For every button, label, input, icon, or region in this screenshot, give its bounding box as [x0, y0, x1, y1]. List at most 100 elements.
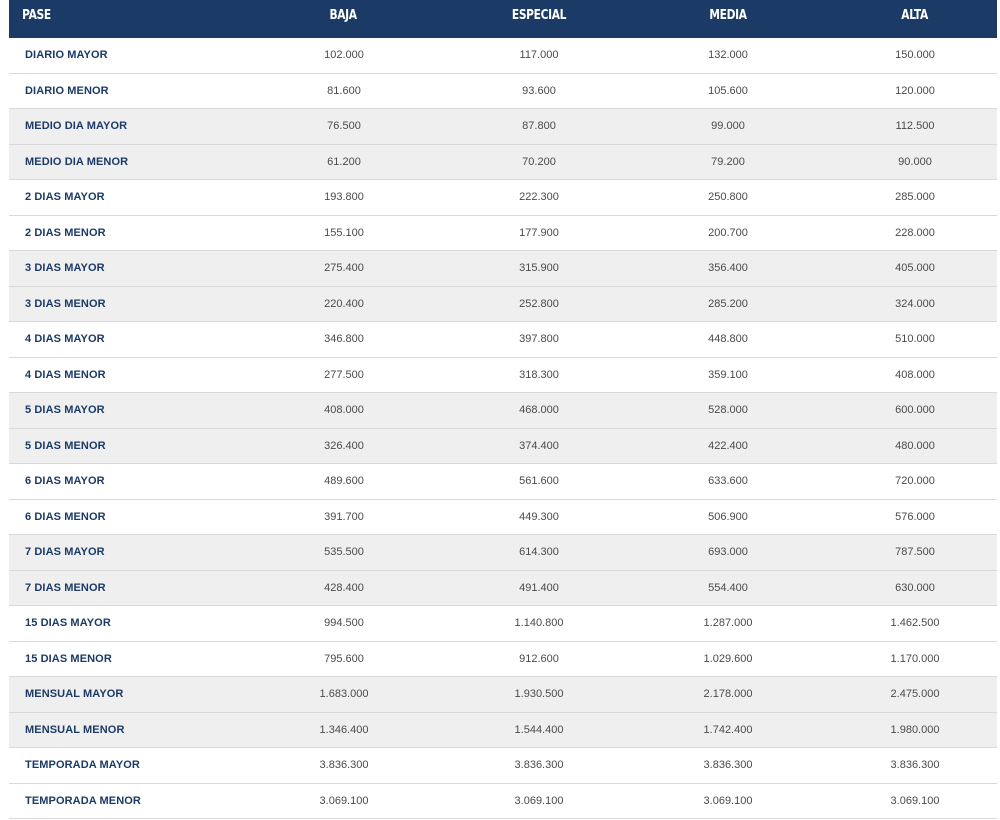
cell-pase: 5 DIAS MENOR: [25, 439, 106, 452]
cell-especial: 3.069.100: [514, 794, 564, 807]
table-body: DIARIO MAYOR 102.000 117.000 132.000 150.000…: [9, 38, 997, 819]
table-row: 3 DIAS MAYOR 275.400 315.900 356.400 405.000: [9, 251, 997, 287]
cell-especial: 117.000: [519, 49, 559, 62]
cell-baja: 3.836.300: [319, 759, 369, 772]
cell-baja: 76.500: [327, 120, 361, 133]
table-row: DIARIO MAYOR 102.000 117.000 132.000 150.000: [9, 38, 997, 74]
table-row: 7 DIAS MENOR 428.400 491.400 554.400 630.000: [9, 570, 997, 606]
table-row: 3 DIAS MENOR 220.400 252.800 285.200 324.000: [9, 286, 997, 322]
cell-alta: 630.000: [895, 581, 935, 594]
cell-media: 448.800: [708, 333, 748, 346]
table-row: TEMPORADA MAYOR 3.836.300 3.836.300 3.836.3…: [9, 748, 997, 784]
cell-pase: 6 DIAS MENOR: [25, 510, 106, 523]
cell-pase: DIARIO MENOR: [25, 84, 109, 97]
table-row: 5 DIAS MAYOR 408.000 468.000 528.000 600.000: [9, 393, 997, 429]
cell-pase: 15 DIAS MAYOR: [25, 617, 111, 630]
cell-pase: 4 DIAS MENOR: [25, 368, 106, 381]
cell-baja: 1.683.000: [319, 688, 369, 701]
table-row: 15 DIAS MAYOR 994.500 1.140.800 1.287.000 1.…: [9, 606, 997, 642]
table-row: 6 DIAS MAYOR 489.600 561.600 633.600 720.000: [9, 464, 997, 500]
cell-especial: 3.836.300: [514, 759, 564, 772]
cell-baja: 391.700: [324, 510, 364, 523]
table-row: DIARIO MENOR 81.600 93.600 105.600 120.000: [9, 74, 997, 109]
cell-alta: 1.462.500: [890, 617, 940, 630]
cell-alta: 1.980.000: [890, 723, 940, 736]
table-row: 4 DIAS MENOR 277.500 318.300 359.100 408.000: [9, 358, 997, 393]
table-row: 6 DIAS MENOR 391.700 449.300 506.900 576.000: [9, 500, 997, 535]
table-header: PASE BAJA ESPECIAL MEDIA ALTA: [9, 0, 997, 38]
cell-especial: 222.300: [519, 191, 559, 204]
cell-pase: MENSUAL MAYOR: [25, 688, 124, 701]
cell-especial: 1.930.500: [514, 688, 564, 701]
cell-media: 1.287.000: [703, 617, 753, 630]
table-row: MEDIO DIA MAYOR 76.500 87.800 99.000 112.500: [9, 109, 997, 145]
cell-alta: 480.000: [895, 439, 935, 452]
cell-pase: 5 DIAS MAYOR: [25, 404, 105, 417]
cell-baja: 3.069.100: [319, 794, 369, 807]
cell-especial: 87.800: [522, 120, 556, 133]
table-row: 2 DIAS MAYOR 193.800 222.300 250.800 285.000: [9, 180, 997, 216]
cell-alta: 150.000: [895, 49, 935, 62]
cell-baja: 81.600: [327, 84, 361, 97]
cell-alta: 510.000: [895, 333, 935, 346]
cell-baja: 277.500: [324, 368, 364, 381]
cell-media: 200.700: [708, 226, 748, 239]
cell-media: 1.029.600: [703, 652, 753, 665]
cell-especial: 318.300: [519, 368, 559, 381]
cell-especial: 1.544.400: [514, 723, 564, 736]
cell-media: 285.200: [708, 297, 748, 310]
cell-pase: 15 DIAS MENOR: [25, 652, 112, 665]
cell-pase: 6 DIAS MAYOR: [25, 475, 105, 488]
cell-media: 633.600: [708, 475, 748, 488]
cell-media: 693.000: [708, 546, 748, 559]
cell-media: 1.742.400: [703, 723, 753, 736]
cell-media: 356.400: [708, 262, 748, 275]
cell-alta: 1.170.000: [890, 652, 940, 665]
header-pase: PASE: [22, 8, 51, 23]
table-row: TEMPORADA MENOR 3.069.100 3.069.100 3.069.1…: [9, 784, 997, 819]
cell-alta: 600.000: [895, 404, 935, 417]
cell-media: 79.200: [711, 155, 745, 168]
cell-pase: TEMPORADA MENOR: [25, 794, 141, 807]
table-row: MEDIO DIA MENOR 61.200 70.200 79.200 90.000: [9, 144, 997, 180]
cell-alta: 228.000: [895, 226, 935, 239]
cell-especial: 491.400: [519, 581, 559, 594]
cell-alta: 408.000: [895, 368, 935, 381]
cell-media: 105.600: [708, 84, 748, 97]
cell-especial: 561.600: [519, 475, 559, 488]
cell-alta: 112.500: [895, 120, 935, 133]
cell-media: 132.000: [708, 49, 748, 62]
cell-pase: MENSUAL MENOR: [25, 723, 125, 736]
header-baja: BAJA: [329, 8, 357, 23]
header-media: MEDIA: [709, 8, 747, 23]
cell-media: 3.836.300: [703, 759, 753, 772]
header-especial: ESPECIAL: [511, 8, 567, 23]
cell-media: 99.000: [711, 120, 745, 133]
cell-media: 554.400: [708, 581, 748, 594]
cell-especial: 252.800: [519, 297, 559, 310]
cell-alta: 720.000: [895, 475, 935, 488]
cell-pase: DIARIO MAYOR: [25, 49, 108, 62]
cell-especial: 397.800: [519, 333, 559, 346]
cell-pase: 2 DIAS MENOR: [25, 226, 106, 239]
cell-especial: 614.300: [519, 546, 559, 559]
table-row: 4 DIAS MAYOR 346.800 397.800 448.800 510.000: [9, 322, 997, 358]
cell-alta: 405.000: [895, 262, 935, 275]
cell-especial: 177.900: [519, 226, 559, 239]
cell-pase: 7 DIAS MENOR: [25, 581, 106, 594]
cell-baja: 535.500: [324, 546, 364, 559]
header-alta: ALTA: [901, 8, 928, 23]
table-row: 15 DIAS MENOR 795.600 912.600 1.029.600 1.17…: [9, 642, 997, 677]
cell-alta: 3.836.300: [890, 759, 940, 772]
cell-media: 250.800: [708, 191, 748, 204]
cell-media: 359.100: [708, 368, 748, 381]
cell-media: 506.900: [708, 510, 748, 523]
cell-especial: 912.600: [519, 652, 559, 665]
cell-baja: 346.800: [324, 333, 364, 346]
cell-baja: 61.200: [327, 155, 361, 168]
table-row: 7 DIAS MAYOR 535.500 614.300 693.000 787.500: [9, 535, 997, 571]
price-table: PASE BAJA ESPECIAL MEDIA ALTA DIARIO MAY…: [9, 0, 997, 819]
table-row: 5 DIAS MENOR 326.400 374.400 422.400 480.000: [9, 428, 997, 464]
table-row: 2 DIAS MENOR 155.100 177.900 200.700 228.000: [9, 216, 997, 251]
cell-pase: 2 DIAS MAYOR: [25, 191, 105, 204]
